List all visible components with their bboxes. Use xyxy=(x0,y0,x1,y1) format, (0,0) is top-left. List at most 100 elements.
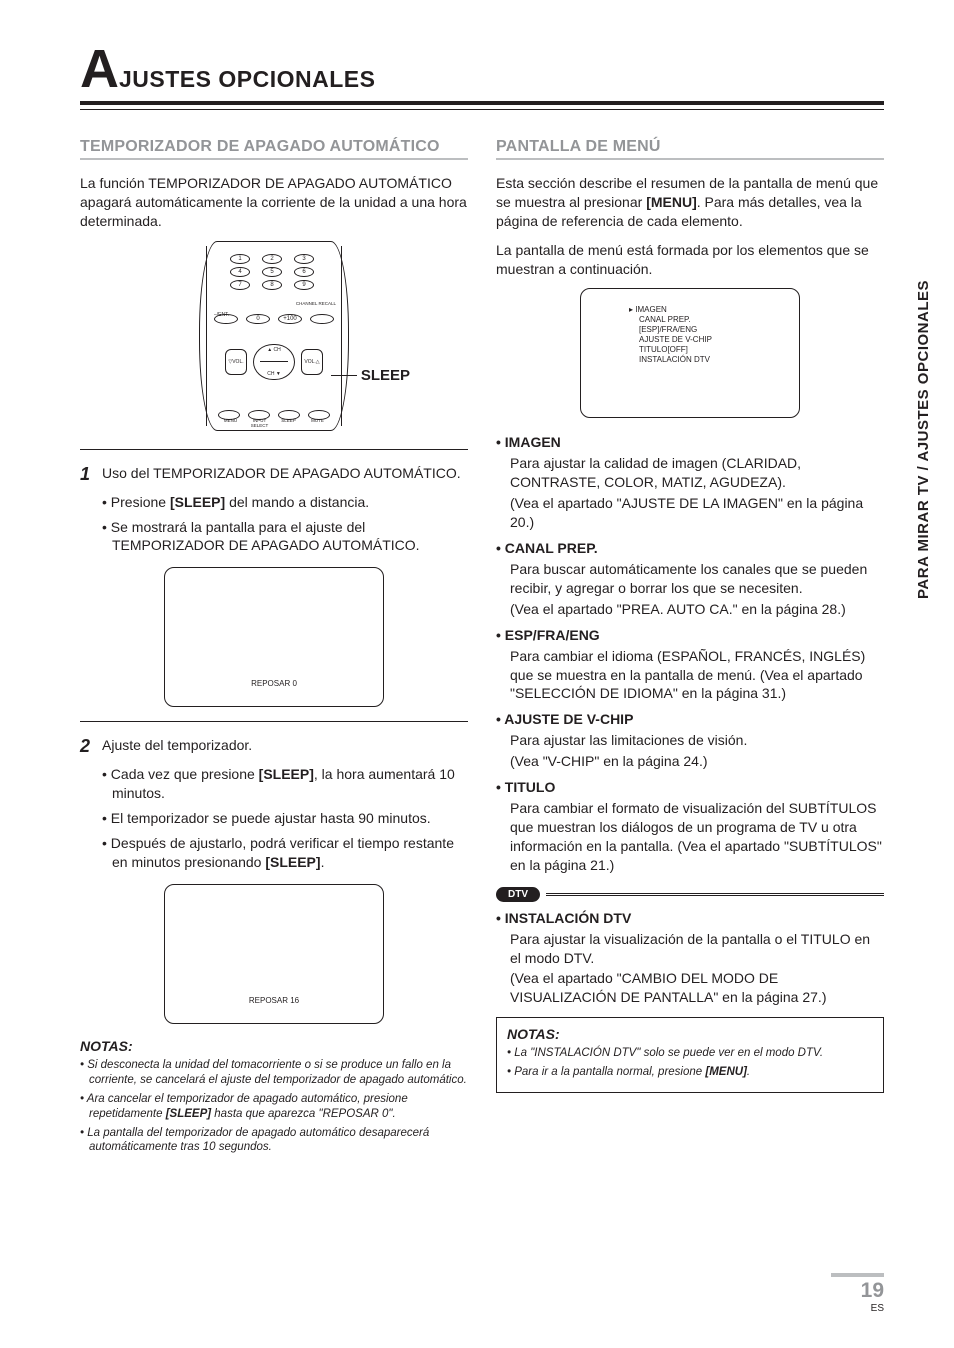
item-body-text: (Vea "V-CHIP" en la página 24.) xyxy=(510,752,884,771)
item-head: • INSTALACIÓN DTV xyxy=(496,910,884,926)
notes-title: NOTAS: xyxy=(80,1038,468,1054)
note-item: La pantalla del temporizador de apagado … xyxy=(80,1126,468,1156)
step-2-bullets: Cada vez que presione [SLEEP], la hora a… xyxy=(102,765,468,871)
remote-btn-2: 2 xyxy=(262,254,282,264)
remote-btn-recall xyxy=(310,314,334,324)
tv-screen-2: REPOSAR 16 xyxy=(164,884,384,1024)
dtv-divider: DTV xyxy=(496,887,884,902)
notes-title: NOTAS: xyxy=(507,1026,873,1042)
note-item: La "INSTALACIÓN DTV" solo se puede ver e… xyxy=(507,1046,873,1061)
remote-outline: 1 2 3 4 5 6 7 8 9 –/ENT. CHANNEL RECALL xyxy=(199,241,349,431)
chapter-rest: JUSTES OPCIONALES xyxy=(119,66,375,93)
menu-item: [ESP]/FRA/ENG xyxy=(639,325,799,335)
remote-bottom-labels: MENU INPUT SELECT SLEEP MUTE xyxy=(219,418,330,428)
item-head: • AJUSTE DE V-CHIP xyxy=(496,711,884,727)
remote-ch-rocker: ▲ CH CH ▼ xyxy=(253,344,295,380)
item-body-text: Para ajustar la calidad de imagen (CLARI… xyxy=(510,454,884,492)
item-body-text: Para cambiar el formato de visualización… xyxy=(510,799,884,875)
remote-btn-9: 9 xyxy=(294,280,314,290)
screen-1-text: REPOSAR 0 xyxy=(251,679,297,688)
right-intro-2: La pantalla de menú está formada por los… xyxy=(496,241,884,279)
side-tab: PARA MIRAR TV / AJUSTES OPCIONALES xyxy=(915,280,932,599)
item-titulo: • TITULO Para cambiar el formato de visu… xyxy=(496,779,884,875)
item-body-text: (Vea el apartado "CAMBIO DEL MODO DE VIS… xyxy=(510,969,884,1007)
item-body-text: (Vea el apartado "AJUSTE DE LA IMAGEN" e… xyxy=(510,494,884,532)
remote-vol-up: VOL.△ xyxy=(301,349,323,375)
item-body-text: Para cambiar el idioma (ESPAÑOL, FRANCÉS… xyxy=(510,647,884,704)
bullet: Se mostrará la pantalla para el ajuste d… xyxy=(102,518,468,556)
remote-btn-4: 4 xyxy=(230,267,250,277)
remote-vol-down: ▽VOL. xyxy=(225,349,247,375)
item-head: • ESP/FRA/ENG xyxy=(496,627,884,643)
remote-btn-0: 0 xyxy=(246,314,270,324)
step-1-num: 1 xyxy=(80,464,102,485)
menu-item: AJUSTE DE V-CHIP xyxy=(639,335,799,345)
remote-nav: ▽VOL. ▲ CH CH ▼ VOL.△ xyxy=(225,338,323,386)
page: A JUSTES OPCIONALES TEMPORIZADOR DE APAG… xyxy=(0,0,954,1199)
remote-btn-8: 8 xyxy=(262,280,282,290)
remote-btn-1: 1 xyxy=(230,254,250,264)
note-item: Para ir a la pantalla normal, presione [… xyxy=(507,1065,873,1080)
item-head: • IMAGEN xyxy=(496,434,884,450)
right-heading: PANTALLA DE MENÚ xyxy=(496,138,884,160)
item-head: • TITULO xyxy=(496,779,884,795)
remote-btn-100: +100 xyxy=(278,314,302,324)
screen-2-text: REPOSAR 16 xyxy=(249,996,299,1005)
item-body-text: (Vea el apartado "PREA. AUTO CA." en la … xyxy=(510,600,884,619)
rule-thin xyxy=(80,109,884,110)
chapter-big-letter: A xyxy=(80,48,119,91)
left-intro: La función TEMPORIZADOR DE APAGADO AUTOM… xyxy=(80,174,468,231)
item-dtv: • INSTALACIÓN DTV Para ajustar la visual… xyxy=(496,910,884,1008)
item-imagen: • IMAGEN Para ajustar la calidad de imag… xyxy=(496,434,884,532)
right-notes: NOTAS: La "INSTALACIÓN DTV" solo se pued… xyxy=(496,1017,884,1093)
remote-btn-7: 7 xyxy=(230,280,250,290)
step-1-text: Uso del TEMPORIZADOR DE APAGADO AUTOMÁTI… xyxy=(102,464,468,485)
remote-btn-ent xyxy=(214,314,238,324)
right-intro-1: Esta sección describe el resumen de la p… xyxy=(496,174,884,231)
remote-callout-label: SLEEP xyxy=(361,367,410,384)
step-2-num: 2 xyxy=(80,736,102,757)
remote-row5: 0 +100 xyxy=(214,314,334,324)
note-item: Si desconecta la unidad del tomacorrient… xyxy=(80,1058,468,1088)
rule-thick xyxy=(80,101,884,105)
item-body-text: Para ajustar las limitaciones de visión. xyxy=(510,731,884,750)
page-number: 19 xyxy=(831,1273,884,1303)
step-2-text: Ajuste del temporizador. xyxy=(102,736,468,757)
left-column: TEMPORIZADOR DE APAGADO AUTOMÁTICO La fu… xyxy=(80,138,468,1159)
item-head: • CANAL PREP. xyxy=(496,540,884,556)
remote-btn-5: 5 xyxy=(262,267,282,277)
note-item: Ara cancelar el temporizador de apagado … xyxy=(80,1092,468,1122)
step-1-bullets: Presione [SLEEP] del mando a distancia. … xyxy=(102,493,468,556)
bullet: El temporizador se puede ajustar hasta 9… xyxy=(102,809,468,828)
right-column: PANTALLA DE MENÚ Esta sección describe e… xyxy=(496,138,884,1159)
left-heading: TEMPORIZADOR DE APAGADO AUTOMÁTICO xyxy=(80,138,468,160)
chapter-title: A JUSTES OPCIONALES xyxy=(80,48,884,93)
left-notes: NOTAS: Si desconecta la unidad del tomac… xyxy=(80,1038,468,1156)
col-rule-2 xyxy=(80,721,468,722)
remote-btn-3: 3 xyxy=(294,254,314,264)
page-region: ES xyxy=(831,1303,884,1314)
menu-item: INSTALACIÓN DTV xyxy=(639,355,799,365)
tv-screen-1: REPOSAR 0 xyxy=(164,567,384,707)
menu-item: IMAGEN xyxy=(639,305,799,315)
remote-numpad: 1 2 3 4 5 6 7 8 9 xyxy=(230,254,318,290)
item-canal: • CANAL PREP. Para buscar automáticament… xyxy=(496,540,884,619)
page-footer: 19 ES xyxy=(831,1273,884,1314)
remote-figure: 1 2 3 4 5 6 7 8 9 –/ENT. CHANNEL RECALL xyxy=(80,241,468,431)
bullet: Después de ajustarlo, podrá verificar el… xyxy=(102,834,468,872)
item-lang: • ESP/FRA/ENG Para cambiar el idioma (ES… xyxy=(496,627,884,704)
bullet: Presione [SLEEP] del mando a distancia. xyxy=(102,493,468,512)
remote-callout: SLEEP xyxy=(331,367,410,384)
step-1: 1 Uso del TEMPORIZADOR DE APAGADO AUTOMÁ… xyxy=(80,464,468,485)
menu-item: CANAL PREP. xyxy=(639,315,799,325)
columns: TEMPORIZADOR DE APAGADO AUTOMÁTICO La fu… xyxy=(80,138,884,1159)
item-body-text: Para buscar automáticamente los canales … xyxy=(510,560,884,598)
item-body-text: Para ajustar la visualización de la pant… xyxy=(510,930,884,968)
dtv-pill: DTV xyxy=(496,887,540,902)
step-2: 2 Ajuste del temporizador. xyxy=(80,736,468,757)
col-rule-1 xyxy=(80,449,468,450)
remote-recall-label: CHANNEL RECALL xyxy=(296,302,336,307)
remote-btn-6: 6 xyxy=(294,267,314,277)
menu-item: TITULO[OFF] xyxy=(639,345,799,355)
bullet: Cada vez que presione [SLEEP], la hora a… xyxy=(102,765,468,803)
